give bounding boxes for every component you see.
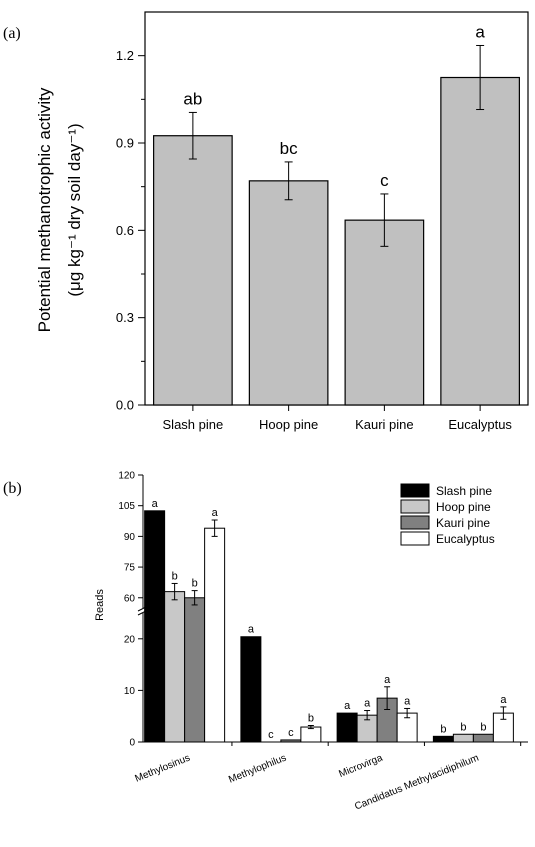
bar-kauri-pine <box>344 219 425 406</box>
bar-microvirga-slash-pine <box>336 712 358 743</box>
y-tick-label: 20 <box>124 634 136 645</box>
bar-methylosinus-eucalyptus <box>204 527 226 743</box>
y-tick-label: 75 <box>124 563 136 574</box>
significance-label: a <box>212 507 219 519</box>
panel-a-ylabel-main: Potential methanotrophic activity <box>35 87 54 332</box>
bar-candidatus-methylacidiphilum-hoop-pine <box>452 733 474 743</box>
x-tick-label: Kauri pine <box>355 417 414 432</box>
x-tick-label: Eucalyptus <box>448 417 512 432</box>
significance-label: bc <box>280 139 298 158</box>
y-tick-label: 0 <box>129 738 135 749</box>
legend-swatch-hoop-pine <box>400 499 430 514</box>
bar-candidatus-methylacidiphilum-kauri-pine <box>472 733 494 743</box>
significance-label: ab <box>183 89 202 108</box>
bar-methylosinus-hoop-pine <box>164 591 186 743</box>
x-tick-label: Hoop pine <box>259 417 318 432</box>
y-tick-label: 10 <box>124 686 136 697</box>
legend-swatch-eucalyptus <box>400 531 430 546</box>
significance-label: c <box>380 171 389 190</box>
y-tick-label: 120 <box>118 471 135 482</box>
bar-methylophilus-slash-pine <box>240 636 262 743</box>
significance-label: c <box>288 727 294 739</box>
panel-a-ylabel-units: (μg kg⁻¹ dry soil day⁻¹) <box>65 123 84 296</box>
significance-label: a <box>475 22 485 41</box>
panel-label-b: (b) <box>3 480 22 497</box>
y-tick-label: 0.6 <box>116 223 134 238</box>
significance-label: a <box>248 624 255 636</box>
bar-methylosinus-slash-pine <box>144 510 166 743</box>
bar-hoop-pine <box>248 180 329 406</box>
legend-swatch-slash-pine <box>400 483 430 498</box>
significance-label: b <box>440 723 446 735</box>
significance-label: a <box>500 694 507 706</box>
legend-label: Eucalyptus <box>436 532 495 546</box>
legend-label: Kauri pine <box>436 516 490 530</box>
y-tick-label: 0.0 <box>116 398 134 413</box>
panel-a-chart: Potential methanotrophic activity (μg kg… <box>35 11 529 432</box>
bar-methylosinus-kauri-pine <box>184 597 206 743</box>
significance-label: c <box>268 729 274 741</box>
bar-methylophilus-eucalyptus <box>300 726 322 743</box>
legend: Slash pine Hoop pine Kauri pine Eucalyptus <box>400 483 495 546</box>
legend-swatch-kauri-pine <box>400 515 430 530</box>
panel-label-a: (a) <box>3 25 21 42</box>
x-tick-label: Microvirga <box>337 752 384 780</box>
panel-a-plot-frame <box>144 11 529 406</box>
significance-label: a <box>152 498 159 510</box>
significance-label: b <box>460 721 466 733</box>
x-tick-label: Methylosinus <box>134 753 192 785</box>
bar-eucalyptus <box>440 76 520 406</box>
y-tick-label: 1.2 <box>116 48 134 63</box>
y-tick-label: 90 <box>124 532 136 543</box>
significance-label: b <box>308 712 314 724</box>
x-tick-label: Slash pine <box>163 417 224 432</box>
bar-candidatus-methylacidiphilum-slash-pine <box>432 735 454 743</box>
significance-label: b <box>192 578 198 590</box>
significance-label: b <box>172 570 178 582</box>
significance-label: b <box>480 721 486 733</box>
y-tick-label: 0.3 <box>116 310 134 325</box>
significance-label: a <box>364 698 371 710</box>
panel-b-chart: Reads Slash pine Hoop pine Kauri pine Eucal… <box>94 471 528 813</box>
significance-label: a <box>404 695 411 707</box>
y-tick-label: 105 <box>118 501 135 512</box>
significance-label: a <box>344 700 351 712</box>
bar-methylophilus-kauri-pine <box>280 739 302 743</box>
bar-slash-pine <box>153 135 233 406</box>
y-tick-label: 0.9 <box>116 136 134 151</box>
legend-label: Hoop pine <box>436 500 491 514</box>
significance-label: a <box>384 674 391 686</box>
panel-b-ylabel: Reads <box>94 589 106 621</box>
x-tick-label: Methylophilus <box>227 753 288 786</box>
legend-label: Slash pine <box>436 484 492 498</box>
y-tick-label: 60 <box>124 593 136 604</box>
